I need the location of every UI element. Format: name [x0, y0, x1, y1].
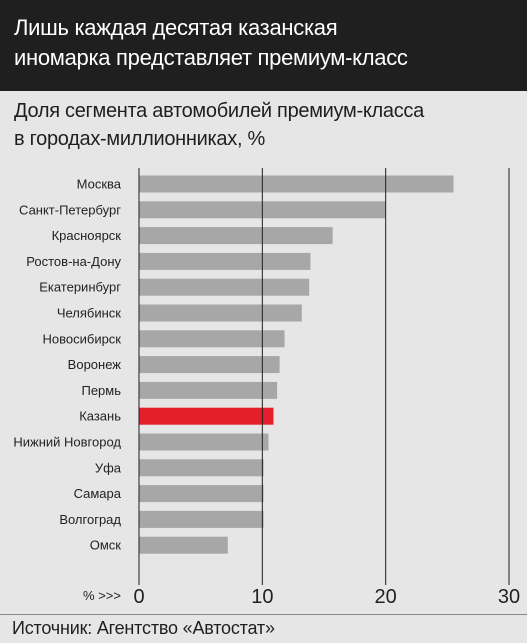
bar-7: [139, 356, 280, 374]
subtitle-line-2: в городах-миллионниках, %: [14, 128, 265, 150]
bar-2: [139, 227, 333, 245]
bar-6: [139, 330, 285, 348]
category-label-3: Ростов-на-Дону: [26, 254, 121, 269]
category-label-8: Пермь: [81, 383, 121, 398]
bar-9: [139, 407, 274, 425]
source-footer: Источник: Агентство «Автостат»: [0, 614, 527, 643]
bar-11: [139, 459, 264, 477]
tick-label-0: 0: [133, 586, 144, 608]
tick-label-1: 10: [251, 586, 273, 608]
category-label-10: Нижний Новгород: [13, 435, 121, 450]
chart-subtitle: Доля сегмента автомобилей премиум-класса…: [14, 97, 514, 153]
chart-header: Лишь каждая десятая казанская иномарка п…: [0, 0, 527, 91]
category-label-11: Уфа: [95, 460, 122, 475]
category-label-14: Омск: [90, 538, 122, 553]
category-label-0: Москва: [77, 177, 122, 192]
bar-10: [139, 433, 269, 451]
x-unit-label: % >>>: [83, 588, 121, 603]
category-label-13: Волгоград: [59, 512, 121, 527]
subtitle-line-1: Доля сегмента автомобилей премиум-класса: [14, 100, 424, 122]
tick-label-2: 20: [375, 586, 397, 608]
category-label-6: Новосибирск: [43, 331, 122, 346]
title-line-1: Лишь каждая десятая казанская: [14, 15, 338, 40]
category-label-1: Санкт-Петербург: [19, 202, 121, 217]
source-text: Источник: Агентство «Автостат»: [12, 618, 275, 638]
bar-4: [139, 278, 310, 296]
category-label-7: Воронеж: [68, 357, 122, 372]
bar-5: [139, 304, 302, 322]
category-label-5: Челябинск: [57, 306, 121, 321]
bar-0: [139, 175, 454, 193]
category-label-2: Красноярск: [52, 228, 122, 243]
bar-chart: Москва Санкт-Петербург Красноярск Ростов-на…: [13, 168, 520, 608]
tick-label-3: 30: [498, 586, 520, 608]
bar-12: [139, 485, 264, 503]
category-label-9: Казань: [79, 409, 121, 424]
category-label-12: Самара: [74, 486, 122, 501]
bar-8: [139, 381, 278, 399]
bar-13: [139, 510, 264, 528]
title-line-2: иномарка представляет премиум-класс: [14, 45, 408, 70]
category-label-4: Екатеринбург: [39, 280, 121, 295]
bar-14: [139, 536, 228, 554]
bar-3: [139, 252, 311, 270]
